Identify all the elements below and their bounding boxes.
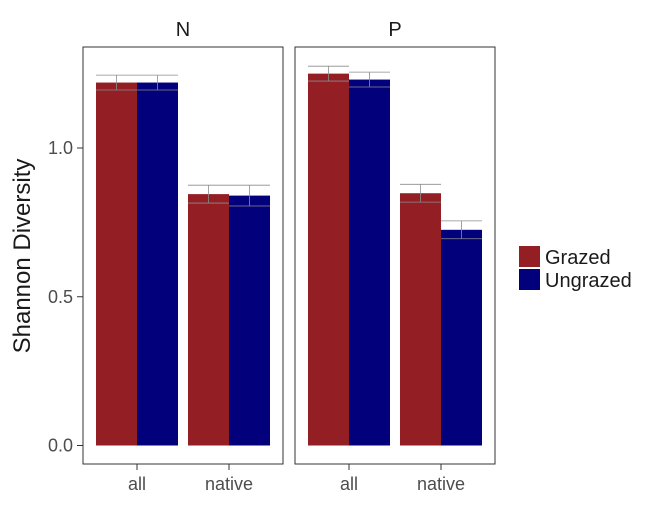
- x-tick-label-all: all: [128, 474, 146, 494]
- y-axis: 0.0 0.5 1.0: [48, 138, 83, 456]
- bar-p-native-ungrazed: [441, 229, 482, 446]
- legend-swatch-grazed: [519, 246, 540, 267]
- error-bar-n-native-grazed: [188, 184, 229, 204]
- y-tick-label: 0.0: [48, 436, 73, 456]
- error-bar-n-all-ungrazed: [137, 74, 178, 91]
- error-bar-n-all-grazed: [96, 74, 137, 91]
- bar-p-native-grazed: [400, 193, 441, 446]
- y-axis-title: Shannon Diversity: [9, 159, 36, 354]
- x-tick-label-native: native: [417, 474, 465, 494]
- x-tick-label-native: native: [205, 474, 253, 494]
- legend-label-grazed: Grazed: [545, 247, 611, 269]
- bar-p-all-ungrazed: [349, 79, 390, 446]
- legend-swatch-ungrazed: [519, 269, 540, 290]
- y-tick-label: 1.0: [48, 138, 73, 158]
- error-bar-p-all-grazed: [308, 65, 349, 82]
- panel-border: [294, 46, 496, 465]
- legend-label-ungrazed: Ungrazed: [545, 270, 632, 292]
- panel-border: [82, 46, 284, 465]
- bar-p-all-grazed: [308, 73, 349, 446]
- bar-n-all-ungrazed: [137, 82, 178, 446]
- y-tick-label: 0.5: [48, 287, 73, 307]
- error-bar-p-native-grazed: [400, 183, 441, 203]
- facet-title: P: [388, 19, 401, 41]
- x-tick-label-all: all: [340, 474, 358, 494]
- error-bar-n-native-ungrazed: [229, 184, 270, 207]
- facet-title: N: [176, 19, 190, 41]
- bar-n-native-grazed: [188, 194, 229, 446]
- bar-n-all-grazed: [96, 82, 137, 446]
- bar-n-native-ungrazed: [229, 195, 270, 446]
- error-bar-p-all-ungrazed: [349, 71, 390, 88]
- error-bar-p-native-ungrazed: [441, 220, 482, 240]
